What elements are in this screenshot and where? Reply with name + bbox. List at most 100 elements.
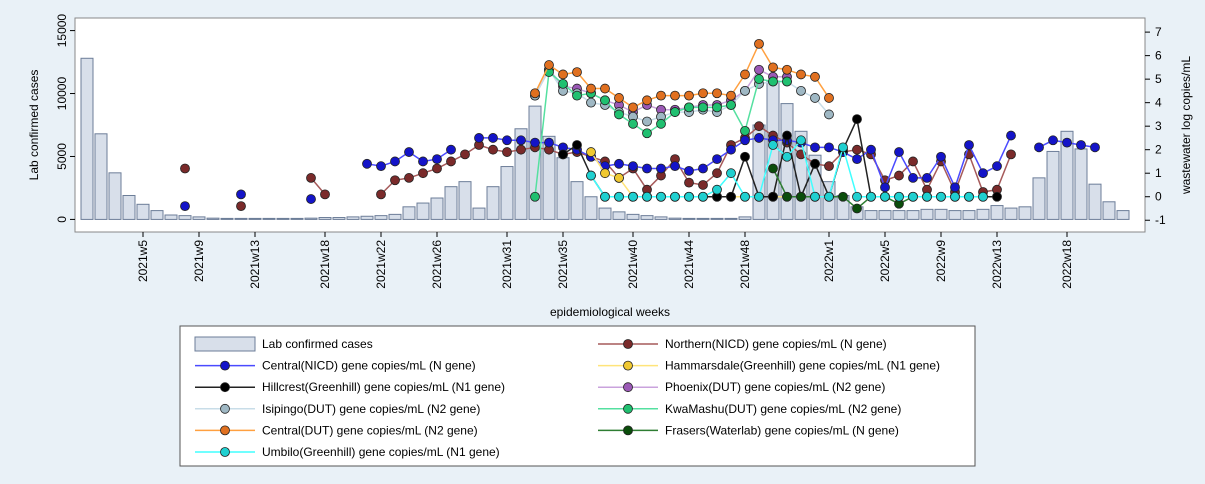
series-marker: [936, 191, 946, 202]
series-marker: [628, 118, 638, 129]
legend-label: Central(NICD) gene copies/mL (N gene): [262, 359, 476, 373]
series-marker: [698, 88, 708, 99]
bar: [290, 217, 304, 220]
series-marker: [446, 156, 456, 167]
series-marker: [572, 90, 582, 101]
legend-label: Phoenix(DUT) gene copies/mL (N2 gene): [665, 380, 885, 394]
series-marker: [460, 149, 470, 160]
series-marker: [656, 191, 666, 202]
series-marker: [894, 170, 904, 181]
series-marker: [880, 182, 890, 193]
series-marker: [1048, 135, 1058, 146]
series-marker: [740, 151, 750, 162]
bar: [304, 217, 318, 220]
series-marker: [432, 163, 442, 174]
series-marker: [824, 142, 834, 153]
bar: [318, 217, 332, 220]
series-marker: [838, 142, 848, 153]
legend-label: Frasers(Waterlab) gene copies/mL (N gene…: [665, 423, 899, 437]
bar: [1074, 148, 1088, 220]
legend-marker: [623, 425, 633, 436]
bar: [94, 133, 108, 220]
series-marker: [586, 97, 596, 108]
bar: [472, 207, 486, 220]
series-marker: [852, 144, 862, 155]
series-marker: [698, 163, 708, 174]
y2-tick-label: 6: [1155, 49, 1162, 63]
bar: [360, 215, 374, 220]
series-marker: [628, 161, 638, 172]
series-marker: [908, 191, 918, 202]
x-tick-label: 2021w22: [374, 240, 388, 289]
bar: [220, 217, 234, 220]
legend-label: Central(DUT) gene copies/mL (N2 gene): [262, 423, 478, 437]
series-marker: [782, 130, 792, 141]
series-marker: [236, 201, 246, 212]
bar: [668, 217, 682, 220]
series-marker: [418, 168, 428, 179]
y-tick-label: 0: [55, 216, 69, 223]
series-marker: [306, 194, 316, 204]
series-marker: [740, 135, 750, 146]
bar: [542, 135, 556, 220]
series-marker: [712, 88, 722, 99]
series-marker: [866, 191, 876, 202]
series-marker: [656, 90, 666, 101]
series-marker: [642, 116, 652, 127]
series-marker: [684, 177, 694, 188]
x-tick-label: 2021w5: [136, 240, 150, 282]
series-marker: [474, 133, 484, 143]
series-marker: [726, 168, 736, 179]
series-marker: [964, 191, 974, 202]
series-marker: [782, 64, 792, 75]
series-marker: [908, 156, 918, 167]
series-marker: [838, 191, 848, 202]
series-marker: [642, 128, 652, 139]
series-marker: [432, 154, 442, 164]
bar: [738, 216, 752, 220]
y2-axis-title: wastewater log copies/mL: [1179, 56, 1193, 195]
bar: [528, 105, 542, 220]
series-marker: [698, 102, 708, 113]
series-marker: [768, 76, 778, 87]
bar: [626, 213, 640, 220]
series-marker: [376, 161, 386, 172]
series-marker: [600, 168, 610, 179]
bar: [416, 202, 430, 220]
bar: [234, 217, 248, 220]
series-marker: [712, 184, 722, 195]
series-marker: [922, 173, 932, 183]
series-marker: [614, 191, 624, 202]
series-marker: [810, 191, 820, 202]
x-tick-label: 2022w9: [934, 240, 948, 282]
y2-tick-label: 1: [1155, 166, 1162, 180]
series-marker: [908, 173, 918, 183]
series-marker: [796, 135, 806, 146]
bar: [500, 166, 514, 220]
y2-tick-label: 0: [1155, 190, 1162, 204]
series-marker: [978, 168, 988, 179]
series-marker: [614, 173, 624, 183]
series-marker: [740, 86, 750, 96]
series-marker: [488, 133, 498, 143]
series-marker: [572, 140, 582, 150]
series-marker: [376, 189, 386, 200]
bar: [1102, 201, 1116, 220]
series-marker: [698, 180, 708, 190]
bar: [388, 213, 402, 220]
series-marker: [516, 144, 526, 155]
series-marker: [530, 88, 540, 99]
legend-marker: [220, 447, 230, 457]
series-marker: [852, 154, 862, 164]
bar: [640, 215, 654, 220]
legend-label: Isipingo(DUT) gene copies/mL (N2 gene): [262, 402, 480, 416]
series-marker: [656, 118, 666, 129]
x-tick-label: 2021w18: [318, 240, 332, 289]
legend-marker: [220, 425, 230, 436]
legend-marker: [623, 382, 633, 393]
bar: [654, 216, 668, 220]
bar: [696, 217, 710, 220]
series-marker: [782, 151, 792, 162]
y2-tick-label: 5: [1155, 72, 1162, 86]
